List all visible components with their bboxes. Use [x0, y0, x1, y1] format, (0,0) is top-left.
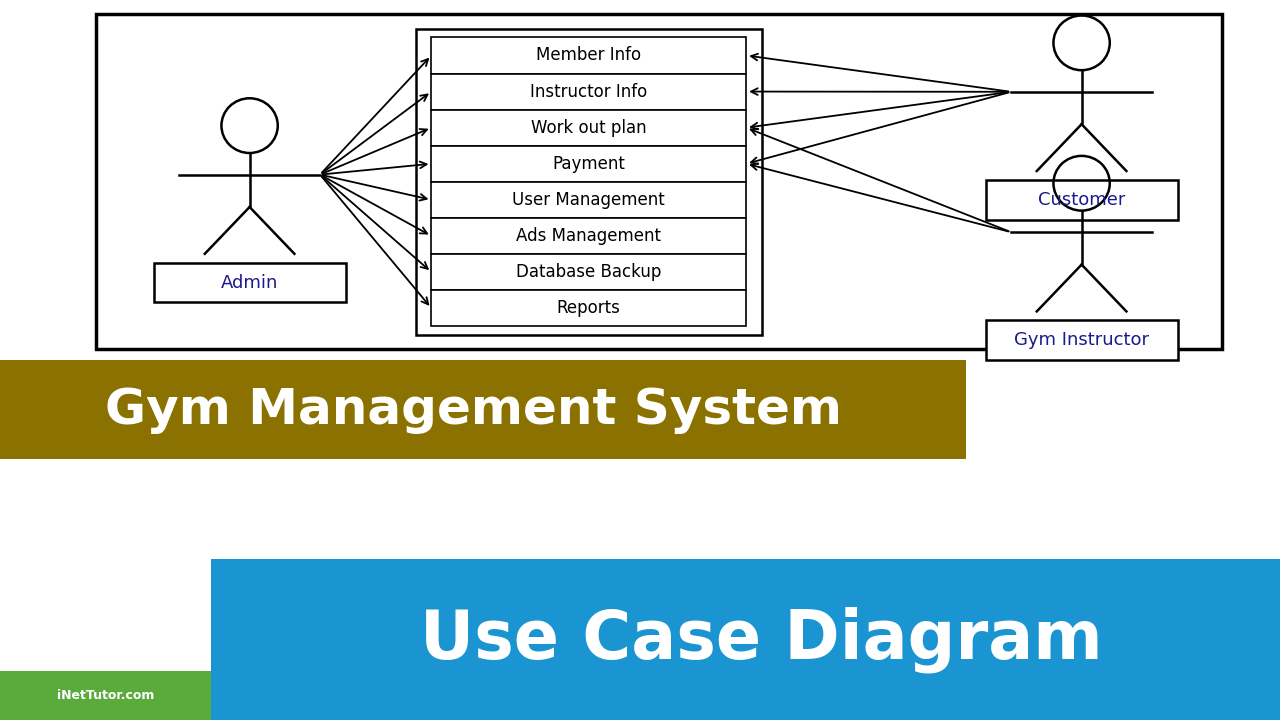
Text: User Management: User Management [512, 191, 666, 209]
Text: Gym Instructor: Gym Instructor [1014, 331, 1149, 349]
Text: Member Info: Member Info [536, 47, 641, 65]
Bar [431, 145, 746, 181]
Text: Admin: Admin [221, 274, 278, 292]
Bar [96, 14, 1222, 349]
Bar [431, 218, 746, 254]
Text: Gym Management System: Gym Management System [105, 386, 842, 433]
Bar [431, 254, 746, 290]
Bar [211, 559, 1280, 720]
Bar [0, 360, 966, 459]
Text: Payment: Payment [553, 155, 625, 173]
Bar [416, 29, 762, 335]
Bar [431, 290, 746, 326]
Text: Customer: Customer [1038, 191, 1125, 209]
Bar [431, 37, 746, 73]
Text: Reports: Reports [557, 299, 621, 317]
Bar [0, 671, 211, 720]
Text: Instructor Info: Instructor Info [530, 83, 648, 101]
Text: Use Case Diagram: Use Case Diagram [420, 606, 1103, 672]
Bar [986, 180, 1178, 220]
Text: Work out plan: Work out plan [531, 119, 646, 137]
Text: Database Backup: Database Backup [516, 263, 662, 281]
Text: Ads Management: Ads Management [516, 227, 662, 245]
Bar [154, 263, 346, 302]
Bar [431, 181, 746, 218]
Bar [986, 320, 1178, 360]
Bar [431, 109, 746, 145]
Text: iNetTutor.com: iNetTutor.com [56, 689, 155, 702]
Bar [431, 73, 746, 109]
